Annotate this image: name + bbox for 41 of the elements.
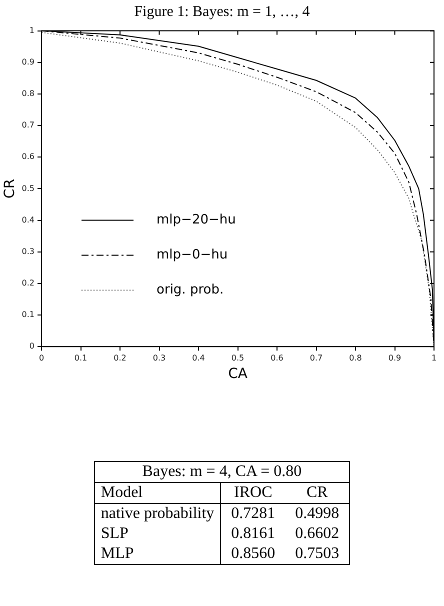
x-tick-label: 0.5	[231, 353, 244, 362]
category-label: native probability	[100, 505, 214, 522]
category-label: MLP	[100, 545, 134, 562]
text: 0.4998	[295, 505, 340, 522]
text: 0.6602	[295, 525, 340, 542]
x-tick-label: 0.1	[74, 353, 88, 362]
x-tick-label: 0.2	[114, 353, 126, 362]
y-tick-label: 0.2	[22, 278, 35, 288]
y-tick-label: 0.5	[22, 184, 35, 193]
x-tick-label: 0.3	[152, 353, 166, 362]
y-tick-label: 0	[29, 342, 35, 351]
x-tick-label: 0	[38, 353, 44, 362]
y-tick-label: 0.3	[22, 246, 35, 256]
y-tick-label: 0.4	[22, 215, 35, 224]
text: Bayes: m = 4, CA = 0.80	[94, 462, 350, 482]
y-tick-label: 1	[29, 26, 35, 35]
category-label: CR	[285, 482, 350, 504]
text: 0.7503	[295, 545, 340, 562]
y-tick-label: 0.8	[22, 89, 35, 98]
text: 0.8161	[231, 525, 276, 542]
x-tick-label: 0.7	[310, 353, 323, 362]
category-label: SLP	[100, 525, 128, 542]
y-tick-label: 0.7	[22, 120, 35, 130]
x-tick-label: 1	[431, 353, 437, 362]
x-axis-title: CA	[228, 366, 248, 382]
y-tick-label: 0.6	[22, 152, 35, 162]
y-tick-label: 0.1	[22, 310, 35, 320]
category-label: IROC	[220, 482, 286, 504]
legend-label: orig. prob.	[156, 282, 224, 298]
x-tick-label: 0.4	[192, 353, 205, 362]
chart-title: Figure 1: Bayes: m = 1, …, 4	[133, 4, 311, 21]
x-tick-label: 0.6	[270, 353, 284, 362]
text: 0.8560	[231, 545, 276, 562]
text: 0.7281	[231, 505, 276, 522]
x-tick-label: 0.8	[349, 353, 362, 362]
category-label: Model	[94, 482, 221, 504]
y-axis-title: CR	[2, 178, 18, 198]
legend-label: mlp−20−hu	[156, 212, 236, 228]
legend-label: mlp−0−hu	[156, 248, 228, 263]
x-tick-label: 0.9	[388, 353, 402, 362]
y-tick-label: 0.9	[22, 57, 35, 66]
